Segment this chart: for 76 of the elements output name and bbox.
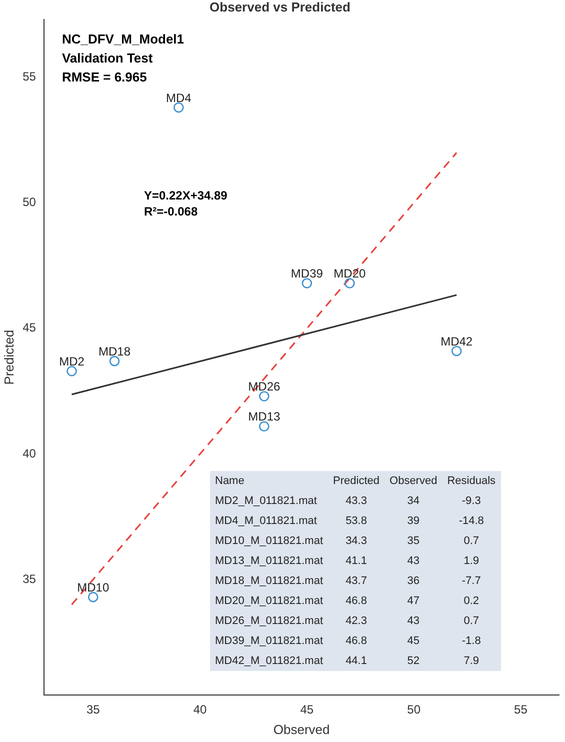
- y-axis-title: Predicted: [1, 330, 16, 385]
- annotation: NC_DFV_M_Model1: [62, 32, 184, 47]
- annotation: 43.3: [344, 494, 368, 509]
- annotation: MD26_M_011821.mat: [214, 614, 324, 629]
- point: [344, 278, 355, 288]
- point: [302, 278, 312, 288]
- data-label: MD20: [334, 266, 366, 281]
- annotation: -1.8: [460, 634, 482, 649]
- annotation: MD13_M_011821.mat: [214, 554, 324, 569]
- annotation: -7.7: [460, 574, 482, 589]
- data-label: MD10: [77, 580, 110, 594]
- x-tick-label: 40: [193, 702, 208, 717]
- y-tick-label: 40: [22, 446, 36, 460]
- annotation: Residuals: [446, 474, 497, 489]
- annotation: 43: [406, 554, 420, 569]
- annotation: R²=-0.068: [144, 204, 198, 219]
- annotation: 47: [406, 594, 420, 609]
- annotation: 43.7: [344, 574, 368, 589]
- data-label: MD2: [59, 354, 85, 368]
- annotation: MD2_M_011821.mat: [214, 494, 318, 509]
- data-label: MD18: [98, 344, 131, 358]
- x-tick-label: 45: [300, 702, 314, 717]
- annotation: 0.7: [462, 614, 480, 629]
- annotation: 39: [406, 514, 420, 529]
- data-label: MD42: [440, 334, 473, 348]
- x-tick-label: 55: [514, 702, 528, 717]
- annotation: 36: [406, 574, 420, 589]
- point: [66, 366, 77, 376]
- annotation: 7.9: [462, 654, 480, 669]
- point: [451, 346, 462, 356]
- annotation: MD18_M_011821.mat: [214, 574, 324, 589]
- annotation: RMSE = 6.965: [62, 70, 147, 85]
- annotation: -14.8: [458, 514, 485, 529]
- annotation: MD10_M_011821.mat: [214, 534, 324, 549]
- annotation: 43: [406, 614, 420, 629]
- point: [88, 592, 98, 602]
- data-label: MD26: [248, 380, 280, 394]
- annotation: Y=0.22X+34.89: [144, 188, 228, 203]
- x-axis-title: Observed: [273, 722, 330, 737]
- annotation: 34.3: [344, 534, 368, 549]
- y-tick-label: 35: [22, 572, 36, 586]
- annotation: 45: [406, 634, 420, 649]
- data-label: MD39: [290, 266, 324, 281]
- annotation: 1.9: [462, 554, 480, 569]
- y-tick-label: 50: [22, 195, 36, 210]
- annotation: 44.1: [344, 654, 368, 669]
- chart-title: Observed vs Predicted: [210, 0, 351, 14]
- annotation: 46.8: [344, 594, 368, 609]
- annotation: MD20_M_011821.mat: [214, 594, 324, 609]
- annotation: 46.8: [344, 634, 368, 649]
- data-label: MD13: [248, 410, 280, 424]
- point: [259, 391, 270, 402]
- point: [109, 356, 120, 366]
- x-tick-label: 50: [407, 702, 421, 717]
- annotation: 0.7: [462, 534, 480, 549]
- y-tick-label: 55: [22, 70, 36, 84]
- annotation: Name: [214, 474, 246, 489]
- annotation: MD4_M_011821.mat: [214, 514, 318, 529]
- annotation: 0.2: [462, 594, 480, 609]
- annotation: 53.8: [344, 514, 368, 529]
- annotation: MD42_M_011821.mat: [214, 654, 324, 669]
- annotation: Validation Test: [62, 50, 154, 66]
- annotation: 42.3: [344, 614, 368, 629]
- annotation: -9.3: [460, 494, 482, 509]
- annotation: 52: [406, 654, 420, 669]
- x-tick-label: 35: [86, 702, 100, 717]
- annotation: 41.1: [344, 554, 368, 569]
- annotation: Predicted: [332, 474, 381, 489]
- point: [259, 421, 270, 432]
- point: [173, 102, 184, 113]
- data-label: MD4: [166, 90, 192, 105]
- annotation: Observed: [388, 474, 438, 489]
- annotation: 34: [406, 494, 420, 509]
- y-tick-label: 45: [22, 320, 36, 335]
- annotation: MD39_M_011821.mat: [214, 634, 324, 649]
- annotation: 35: [406, 534, 420, 549]
